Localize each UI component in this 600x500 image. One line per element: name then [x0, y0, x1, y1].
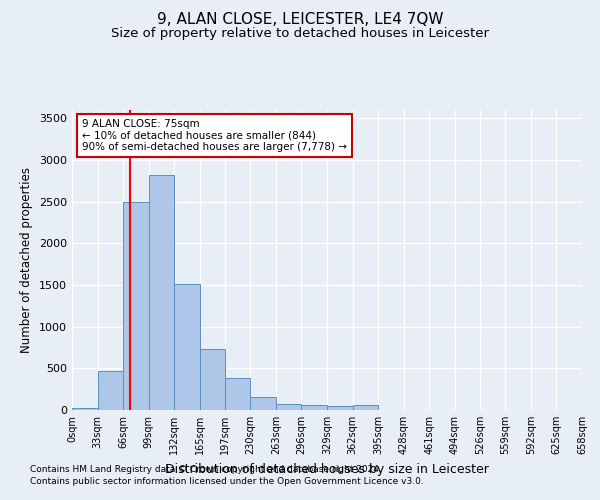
- Bar: [175, 284, 200, 410]
- Bar: [72, 408, 98, 410]
- Bar: [200, 349, 224, 410]
- Bar: [250, 397, 276, 410]
- X-axis label: Distribution of detached houses by size in Leicester: Distribution of detached houses by size …: [165, 462, 489, 475]
- Text: Contains public sector information licensed under the Open Government Licence v3: Contains public sector information licen…: [30, 477, 424, 486]
- Bar: [123, 202, 149, 410]
- Text: Size of property relative to detached houses in Leicester: Size of property relative to detached ho…: [111, 28, 489, 40]
- Bar: [224, 378, 250, 410]
- Bar: [301, 406, 327, 410]
- Y-axis label: Number of detached properties: Number of detached properties: [20, 167, 34, 353]
- Bar: [149, 175, 175, 410]
- Text: 9, ALAN CLOSE, LEICESTER, LE4 7QW: 9, ALAN CLOSE, LEICESTER, LE4 7QW: [157, 12, 443, 28]
- Bar: [98, 371, 123, 410]
- Bar: [353, 406, 378, 410]
- Text: Contains HM Land Registry data © Crown copyright and database right 2024.: Contains HM Land Registry data © Crown c…: [30, 466, 382, 474]
- Bar: [276, 404, 301, 410]
- Text: 9 ALAN CLOSE: 75sqm
← 10% of detached houses are smaller (844)
90% of semi-detac: 9 ALAN CLOSE: 75sqm ← 10% of detached ho…: [82, 119, 347, 152]
- Bar: [327, 406, 353, 410]
